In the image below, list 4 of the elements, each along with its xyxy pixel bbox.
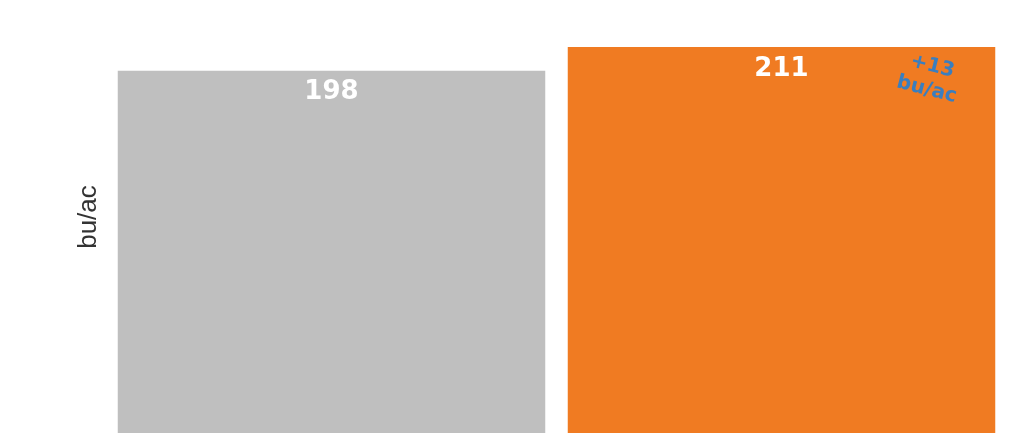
annotation: +13 bu/ac	[894, 47, 960, 108]
data-label: 198	[304, 75, 359, 106]
data-label: 211	[754, 51, 809, 82]
y-axis-title: bu/ac	[71, 185, 102, 249]
